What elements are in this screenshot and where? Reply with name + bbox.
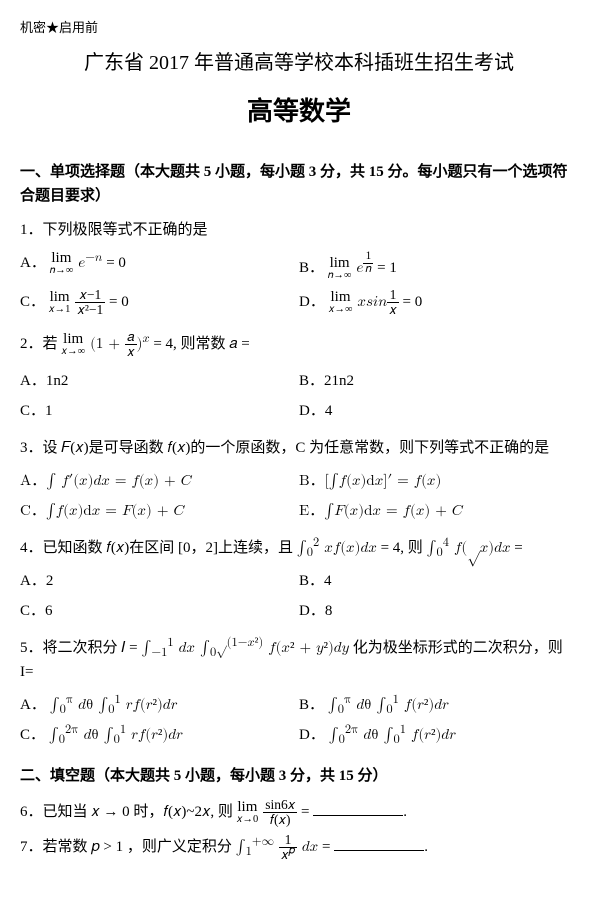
question-7: 7．若常数 𝑝 > 1 ，则广义定积分 ∫1+∞ 1𝑥𝑝 𝑑𝑥 = .: [20, 833, 578, 862]
section-2-heading: 二、填空题（本大题共 5 小题，每小题 3 分，共 15 分）: [20, 764, 578, 788]
q1-a-math: lim𝑛→∞ 𝑒−𝑛: [50, 255, 103, 270]
q4-stem-int2: ∫04 𝑓(√𝑥)𝑑𝑥: [427, 540, 511, 555]
q3-opt-b: B．[∫𝑓(𝑥)d𝑥]′ = 𝑓(𝑥): [299, 466, 578, 496]
q4-opt-b: B．4: [299, 566, 578, 596]
q1-c-rhs: = 0: [105, 294, 128, 310]
exam-title-line2: 高等数学: [20, 91, 578, 133]
q1-d-rhs: = 0: [399, 294, 422, 310]
question-1-stem: 1．下列极限等式不正确的是: [20, 218, 578, 242]
q4-opt-d: D．8: [299, 596, 578, 626]
q1-a-label: A．: [20, 255, 46, 271]
q1-c-math: lim𝑥→1 𝑥−1𝑥²−1: [49, 294, 106, 309]
q1-b-rhs: = 1: [373, 260, 396, 276]
exam-title-line1: 广东省 2017 年普通高等学校本科插班生招生考试: [20, 47, 578, 79]
confidential-label: 机密★启用前: [20, 18, 578, 39]
q5-stem-pre: 5．将二次积分 𝐼 =: [20, 640, 141, 656]
q2-stem-pre: 2．若: [20, 336, 58, 352]
q5-stem-math: ∫−11 𝑑𝑥 ∫0√(1−𝑥²) 𝑓(𝑥² + 𝑦²)𝑑𝑦: [141, 640, 349, 655]
q5-a-math: ∫0π 𝑑θ ∫01 𝑟𝑓(𝑟²)𝑑𝑟: [50, 697, 178, 712]
question-5-options: A． ∫0π 𝑑θ ∫01 𝑟𝑓(𝑟²)𝑑𝑟 B． ∫0π 𝑑θ ∫01 𝑓(𝑟…: [20, 690, 578, 750]
q1-opt-c: C． lim𝑥→1 𝑥−1𝑥²−1 = 0: [20, 285, 299, 320]
q6-pre: 6．已知当 𝑥 → 0 时，𝑓(𝑥)~2𝑥, 则: [20, 804, 233, 820]
q7-pre: 7．若常数 𝑝 > 1 ，则广义定积分: [20, 839, 232, 855]
q5-opt-a: A． ∫0π 𝑑θ ∫01 𝑟𝑓(𝑟²)𝑑𝑟: [20, 690, 299, 720]
q1-opt-a: A． lim𝑛→∞ 𝑒−𝑛 = 0: [20, 248, 299, 285]
q7-blank: [334, 835, 424, 851]
question-4-stem: 4．已知函数 𝑓(𝑥)在区间 [0，2]上连续，且 ∫02 𝑥𝑓(𝑥)𝑑𝑥 = …: [20, 536, 578, 560]
q5-opt-b: B． ∫0π 𝑑θ ∫01 𝑓(𝑟²)𝑑𝑟: [299, 690, 578, 720]
question-2-options: A．1n2 B．21n2 C．1 D．4: [20, 366, 578, 426]
q3-opt-a: A．∫ 𝑓′(𝑥)𝑑𝑥 = 𝑓(𝑥) + 𝐶: [20, 466, 299, 496]
q1-opt-b: B． lim𝑛→∞ 𝑒1𝑛 = 1: [299, 248, 578, 285]
question-5-stem: 5．将二次积分 𝐼 = ∫−11 𝑑𝑥 ∫0√(1−𝑥²) 𝑓(𝑥² + 𝑦²)…: [20, 636, 578, 684]
q3-opt-d: E．∫𝐹(𝑥)d𝑥 = 𝑓(𝑥) + 𝐶: [299, 496, 578, 526]
question-4-options: A．2 B．4 C．6 D．8: [20, 566, 578, 626]
q7-math: ∫1+∞ 1𝑥𝑝 𝑑𝑥: [236, 839, 319, 854]
q5-b-math: ∫0π 𝑑θ ∫01 𝑓(𝑟²)𝑑𝑟: [328, 697, 449, 712]
q7-eq: =: [322, 839, 330, 855]
q2-opt-b: B．21n2: [299, 366, 578, 396]
q4-stem-pre: 4．已知函数 𝑓(𝑥)在区间 [0，2]上连续，且: [20, 540, 293, 556]
q5-opt-c: C． ∫02π 𝑑θ ∫01 𝑟𝑓(𝑟²)𝑑𝑟: [20, 720, 299, 750]
question-3-stem: 3．设 𝐹(𝑥)是可导函数 𝑓(𝑥)的一个原函数，C 为任意常数，则下列等式不正…: [20, 436, 578, 460]
question-2-stem: 2．若 lim𝑥→∞ (1 + 𝑎𝑥)𝑥 = 4, 则常数 𝑎 =: [20, 330, 578, 359]
q1-d-label: D．: [299, 294, 325, 310]
q5-c-label: C．: [20, 727, 45, 743]
q2-stem-math: lim𝑥→∞ (1 + 𝑎𝑥)𝑥: [61, 336, 149, 351]
q7-tail: .: [424, 839, 428, 855]
q4-opt-c: C．6: [20, 596, 299, 626]
q6-blank: [313, 800, 403, 816]
q4-opt-a: A．2: [20, 566, 299, 596]
q4-stem-post: =: [514, 540, 522, 556]
q6-eq: =: [301, 804, 309, 820]
q2-stem-post: = 4, 则常数 𝑎 =: [153, 336, 249, 352]
q1-b-label: B．: [299, 260, 324, 276]
question-6: 6．已知当 𝑥 → 0 时，𝑓(𝑥)~2𝑥, 则 lim𝑥→0 sin6𝑥𝑓(𝑥…: [20, 798, 578, 827]
q2-opt-a: A．1n2: [20, 366, 299, 396]
q5-b-label: B．: [299, 697, 324, 713]
q5-opt-d: D． ∫02π 𝑑θ ∫01 𝑓(𝑟²)𝑑𝑟: [299, 720, 578, 750]
q6-math: lim𝑥→0 sin6𝑥𝑓(𝑥): [237, 804, 298, 819]
q1-d-math: lim𝑥→∞ 𝑥𝑠𝑖𝑛1𝑥: [329, 294, 399, 309]
q5-d-label: D．: [299, 727, 325, 743]
q2-opt-c: C．1: [20, 396, 299, 426]
question-1-options: A． lim𝑛→∞ 𝑒−𝑛 = 0 B． lim𝑛→∞ 𝑒1𝑛 = 1 C． l…: [20, 248, 578, 320]
q3-opt-c: C．∫𝑓(𝑥)d𝑥 = 𝐹(𝑥) + 𝐶: [20, 496, 299, 526]
q6-tail: .: [403, 804, 407, 820]
q1-b-math: lim𝑛→∞ 𝑒1𝑛: [328, 260, 374, 275]
q5-d-math: ∫02π 𝑑θ ∫01 𝑓(𝑟²)𝑑𝑟: [329, 727, 456, 742]
q1-a-rhs: = 0: [102, 255, 125, 271]
q1-opt-d: D． lim𝑥→∞ 𝑥𝑠𝑖𝑛1𝑥 = 0: [299, 285, 578, 320]
q4-stem-mid: = 4, 则: [381, 540, 423, 556]
section-1-heading: 一、单项选择题（本大题共 5 小题，每小题 3 分，共 15 分。每小题只有一个…: [20, 160, 578, 208]
question-3-options: A．∫ 𝑓′(𝑥)𝑑𝑥 = 𝑓(𝑥) + 𝐶 B．[∫𝑓(𝑥)d𝑥]′ = 𝑓(…: [20, 466, 578, 526]
q1-c-label: C．: [20, 294, 45, 310]
q5-c-math: ∫02π 𝑑θ ∫01 𝑟𝑓(𝑟²)𝑑𝑟: [49, 727, 183, 742]
q4-stem-int1: ∫02 𝑥𝑓(𝑥)𝑑𝑥: [297, 540, 377, 555]
q5-a-label: A．: [20, 697, 46, 713]
q2-opt-d: D．4: [299, 396, 578, 426]
